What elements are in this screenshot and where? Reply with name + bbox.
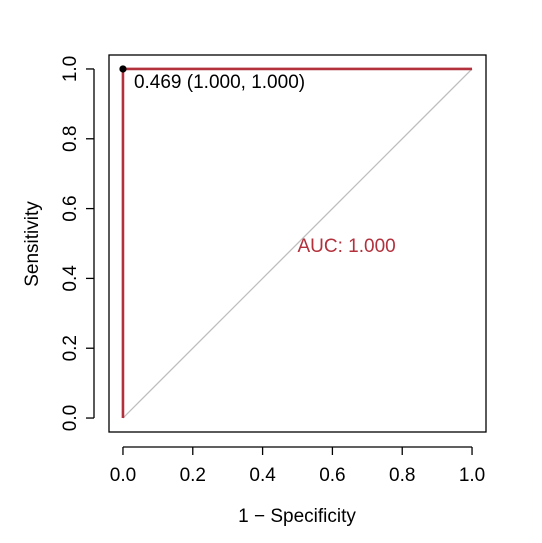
x-axis-label: 1 − Specificity (238, 506, 356, 527)
axes: 0.0 0.2 0.4 0.6 0.8 1.0 0.0 0.2 0.4 0.6 0.8 1.0 (60, 54, 487, 486)
x-tick-label: 0.4 (249, 465, 276, 486)
threshold-label: 0.469 (1.000, 1.000) (134, 72, 305, 93)
y-tick-label: 0.8 (60, 126, 81, 152)
x-tick-label: 0.8 (389, 465, 415, 486)
threshold-point (119, 65, 127, 73)
plot-area: 0.469 (1.000, 1.000) AUC: 1.000 (119, 65, 473, 419)
x-tick-label: 0.6 (319, 465, 345, 486)
y-tick-label: 0.0 (60, 405, 81, 431)
plot-frame (108, 54, 487, 433)
y-tick-label: 0.2 (60, 335, 81, 361)
y-tick-label: 0.4 (60, 265, 81, 292)
x-tick-label: 1.0 (459, 465, 485, 486)
reference-diagonal-line (122, 68, 473, 419)
x-tick-label: 0.0 (110, 465, 136, 486)
y-tick-label: 1.0 (60, 56, 81, 82)
auc-label: AUC: 1.000 (298, 236, 396, 257)
x-tick-label: 0.2 (180, 465, 206, 486)
y-tick-label: 0.6 (60, 195, 81, 221)
y-axis-label: Sensitivity (22, 201, 43, 287)
